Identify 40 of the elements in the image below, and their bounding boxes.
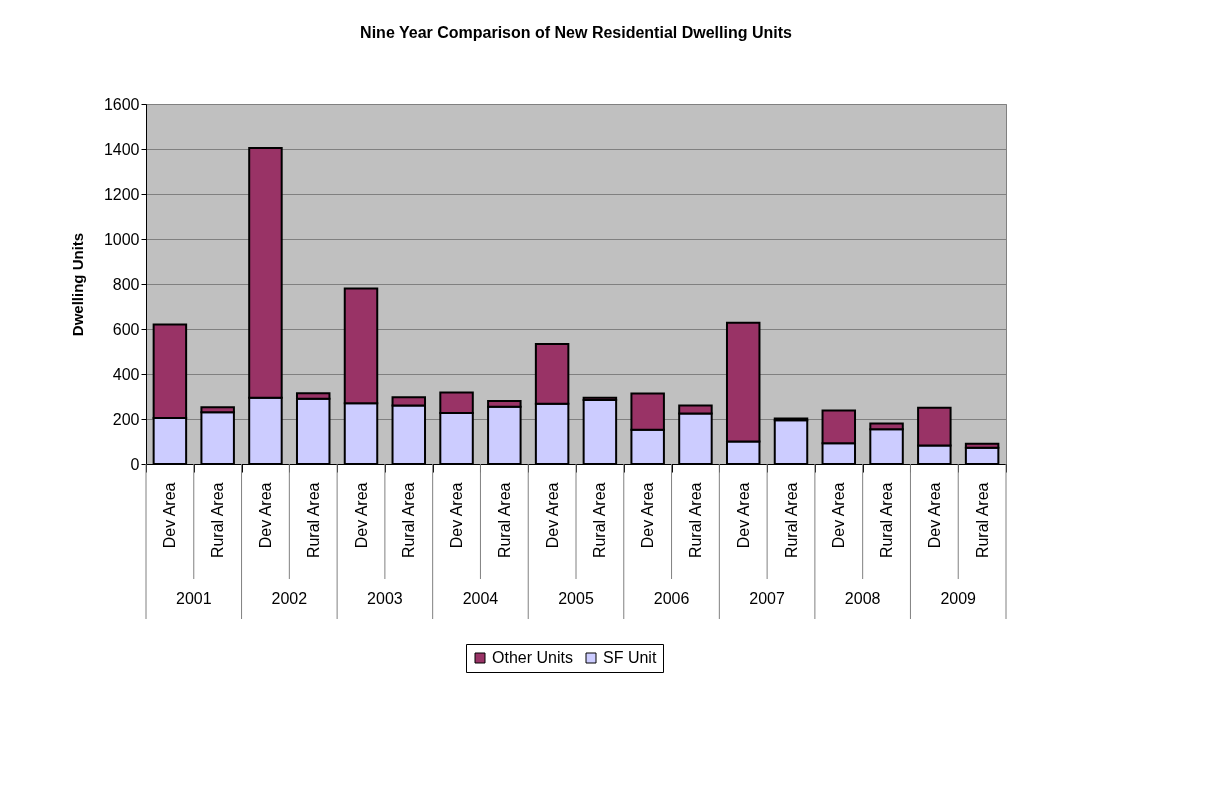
x-tick-label: Dev Area xyxy=(543,482,561,549)
x-tick-label: Rural Area xyxy=(878,482,896,559)
x-tick-label: Dev Area xyxy=(352,482,370,549)
x-tick-label: Dev Area xyxy=(830,482,848,549)
x-tick-label: Rural Area xyxy=(400,482,418,559)
x-tick-label: Dev Area xyxy=(734,482,752,549)
text: 2004 xyxy=(462,590,499,607)
chart-title: Nine Year Comparison of New Residential Dwelling Units xyxy=(360,24,792,41)
text: 2009 xyxy=(940,590,977,607)
y-tick-label: 1000 xyxy=(103,230,140,248)
x-tick-label: Rural Area xyxy=(495,482,513,559)
x-tick-label: Rural Area xyxy=(209,482,227,559)
y-tick-label: 1200 xyxy=(103,185,140,203)
legend-label: SF Unit xyxy=(603,649,657,666)
text: 2008 xyxy=(844,590,881,607)
text: 2001 xyxy=(175,590,212,607)
y-tick-label: 600 xyxy=(112,320,140,338)
y-tick-label: 1400 xyxy=(103,140,140,158)
y-axis-title: Dwelling Units xyxy=(68,232,86,337)
text: 2006 xyxy=(653,590,690,607)
x-tick-label: Dev Area xyxy=(925,482,943,549)
y-tick-label: 400 xyxy=(112,365,140,383)
y-tick-label: 800 xyxy=(112,275,140,293)
x-tick-label: Rural Area xyxy=(304,482,322,559)
text: 2003 xyxy=(367,590,403,607)
legend-label: Other Units xyxy=(492,649,573,666)
x-tick-label: Rural Area xyxy=(973,482,991,559)
y-tick-label: 1600 xyxy=(103,95,140,113)
text: 2002 xyxy=(271,590,308,607)
text: 2007 xyxy=(749,590,786,607)
x-tick-label: Dev Area xyxy=(161,482,179,549)
y-tick-label: 200 xyxy=(112,410,140,428)
x-tick-label: Dev Area xyxy=(256,482,274,549)
x-tick-label: Rural Area xyxy=(686,482,704,559)
x-tick-label: Rural Area xyxy=(782,482,800,559)
y-tick-label: 0 xyxy=(130,455,140,473)
x-tick-label: Rural Area xyxy=(591,482,609,559)
x-tick-label: Dev Area xyxy=(639,482,657,549)
text: 2005 xyxy=(558,590,594,607)
x-tick-label: Dev Area xyxy=(448,482,466,549)
